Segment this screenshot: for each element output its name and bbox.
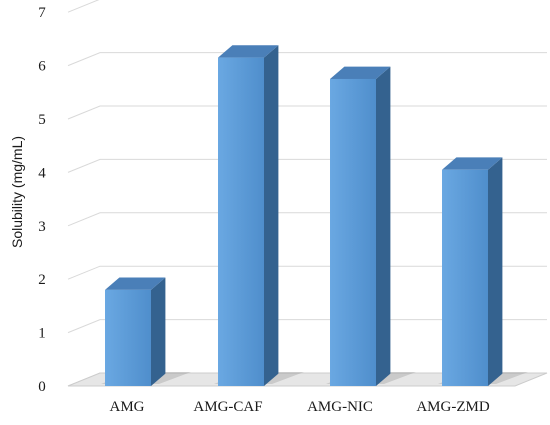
y-tick-label: 3 bbox=[38, 219, 46, 235]
bars bbox=[101, 45, 528, 387]
bar-top-face bbox=[330, 66, 391, 79]
bar-top-face bbox=[442, 157, 503, 170]
bar-front-face bbox=[330, 78, 376, 386]
bar-top-face bbox=[218, 45, 279, 58]
bar-front-face bbox=[442, 169, 488, 386]
x-category-label: AMG bbox=[109, 399, 144, 415]
gridline bbox=[67, 265, 547, 280]
gridlines bbox=[67, 0, 547, 387]
bar-side-face bbox=[264, 45, 279, 387]
y-tick-label: 7 bbox=[38, 5, 46, 21]
y-axis-title: Solubility (mg/mL) bbox=[9, 136, 25, 248]
bar-top-face bbox=[105, 277, 166, 290]
bar-amg-nic bbox=[326, 66, 416, 386]
gridline bbox=[67, 158, 547, 173]
bar-front-face bbox=[105, 289, 151, 386]
gridline bbox=[67, 52, 547, 67]
bar-side-face bbox=[488, 157, 503, 386]
bar-amg-zmd bbox=[438, 157, 528, 386]
x-category-label: AMG-NIC bbox=[307, 399, 373, 415]
y-tick-label: 5 bbox=[38, 112, 46, 128]
y-tick-label: 4 bbox=[38, 165, 46, 181]
y-tick-label: 0 bbox=[38, 379, 46, 395]
x-category-labels: AMG AMG-CAF AMG-NIC AMG-ZMD bbox=[109, 399, 489, 415]
y-tick-label: 2 bbox=[38, 272, 46, 288]
gridline bbox=[67, 105, 547, 120]
y-tick-labels: 0 1 2 3 4 5 6 7 bbox=[38, 5, 46, 395]
x-category-label: AMG-CAF bbox=[193, 399, 262, 415]
bar-front-face bbox=[218, 57, 264, 387]
gridline bbox=[67, 319, 547, 334]
bar-amg-caf bbox=[214, 45, 304, 387]
bar-side-face bbox=[151, 277, 166, 386]
y-tick-label: 6 bbox=[38, 59, 46, 75]
x-category-label: AMG-ZMD bbox=[416, 399, 489, 415]
gridline bbox=[67, 0, 100, 13]
gridline bbox=[67, 212, 547, 227]
bar-amg bbox=[101, 277, 191, 386]
bar-side-face bbox=[376, 66, 391, 386]
y-tick-label: 1 bbox=[38, 326, 46, 342]
